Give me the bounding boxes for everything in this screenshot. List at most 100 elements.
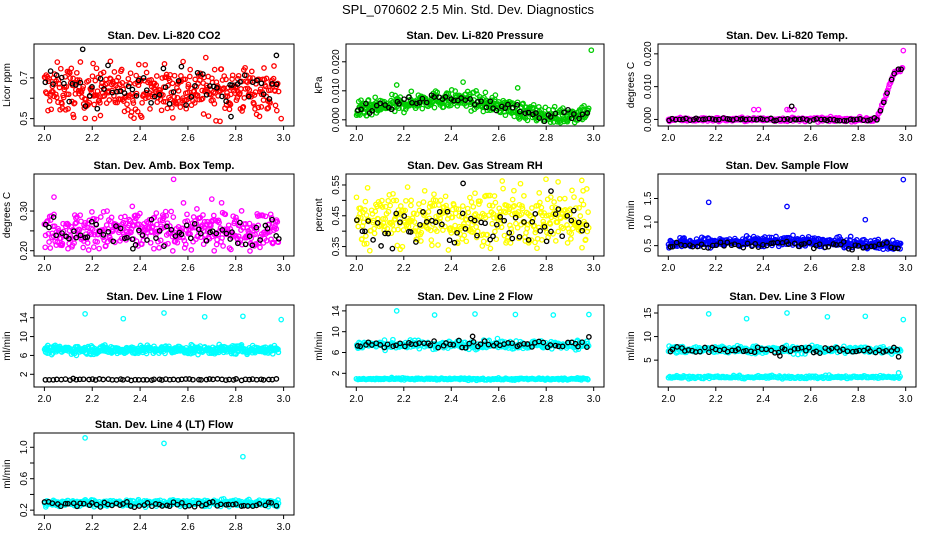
data-point <box>508 229 515 236</box>
x-axis: 2.0 2.2 2.4 2.6 2.8 3.0 <box>37 256 291 274</box>
data-point <box>784 310 790 316</box>
data-point <box>191 100 198 106</box>
data-point <box>525 109 532 116</box>
data-point <box>77 232 84 239</box>
x-tick-label: 2.2 <box>85 133 99 144</box>
data-point <box>705 199 712 206</box>
y-tick-label: 1.5 <box>643 191 654 205</box>
data-point <box>840 346 846 353</box>
data-point <box>85 77 92 84</box>
data-point <box>121 90 128 96</box>
data-point <box>884 87 891 94</box>
data-point <box>129 236 136 243</box>
data-point <box>387 202 394 209</box>
data-point <box>460 79 466 85</box>
data-point <box>140 75 147 81</box>
data-point <box>397 219 403 226</box>
data-point <box>101 86 107 92</box>
data-point <box>148 99 154 106</box>
data-point <box>160 98 167 105</box>
data-point <box>362 207 368 213</box>
data-point <box>476 201 482 207</box>
data-point <box>579 227 586 234</box>
data-point <box>50 233 57 239</box>
data-point <box>203 82 210 89</box>
data-point <box>91 115 98 122</box>
data-point <box>61 80 67 87</box>
x-tick-label: 2.4 <box>756 133 770 144</box>
y-axis-label: kPa <box>314 76 325 94</box>
data-point <box>47 68 54 74</box>
data-point <box>785 241 792 247</box>
data-point <box>110 238 117 245</box>
data-point <box>257 237 263 243</box>
data-point <box>183 222 190 229</box>
data-point <box>584 110 591 116</box>
data-point <box>122 213 128 220</box>
data-point <box>129 203 136 210</box>
plot-frame <box>345 304 605 388</box>
data-point <box>529 218 536 225</box>
data-point <box>42 244 49 251</box>
panel-title: Stan. Dev. Line 3 Flow <box>729 291 845 303</box>
data-point <box>85 247 92 253</box>
x-tick-label: 2.8 <box>851 133 865 144</box>
data-point <box>568 230 575 237</box>
data-point <box>530 111 536 118</box>
data-point <box>728 242 735 249</box>
data-point <box>505 101 511 108</box>
data-point <box>831 116 837 123</box>
data-point <box>211 66 218 73</box>
data-point <box>140 237 147 244</box>
data-point <box>153 235 159 241</box>
data-point <box>700 116 706 123</box>
data-point <box>579 339 585 346</box>
data-point <box>129 86 136 93</box>
data-point <box>86 99 93 106</box>
data-point <box>246 220 253 227</box>
x-tick-label: 2.6 <box>181 133 195 144</box>
data-point <box>477 198 483 205</box>
plot-frame <box>657 304 917 388</box>
data-point <box>519 205 526 212</box>
data-point <box>423 99 430 106</box>
y-axis-label: degrees C <box>2 192 13 238</box>
data-point <box>555 179 561 185</box>
data-point <box>408 202 414 209</box>
data-point <box>186 73 193 80</box>
data-point <box>454 103 461 109</box>
x-tick-label: 3.0 <box>277 263 291 274</box>
data-point <box>135 77 142 84</box>
data-point <box>377 100 384 107</box>
data-point <box>147 239 154 246</box>
data-point <box>462 344 469 351</box>
x-tick-label: 3.0 <box>587 133 601 144</box>
data-point <box>562 207 569 213</box>
data-point <box>80 244 87 251</box>
x-tick-label: 2.0 <box>661 394 675 405</box>
data-point <box>188 247 195 253</box>
data-point <box>726 116 733 123</box>
data-point <box>275 235 282 242</box>
data-point <box>265 105 272 111</box>
data-point <box>669 243 676 250</box>
data-point <box>201 313 208 320</box>
data-point <box>393 197 400 204</box>
x-tick-label: 3.0 <box>587 394 601 405</box>
data-point <box>522 110 529 117</box>
data-point <box>772 349 778 356</box>
data-point <box>353 194 360 201</box>
data-point <box>583 222 590 229</box>
data-point <box>484 240 491 247</box>
data-point <box>200 241 207 248</box>
data-point <box>543 176 549 183</box>
data-point <box>266 96 273 102</box>
data-point <box>94 105 101 112</box>
data-point <box>543 212 550 219</box>
data-point <box>94 239 101 245</box>
data-point <box>93 216 100 223</box>
data-point <box>77 79 84 86</box>
data-point <box>583 186 590 192</box>
data-point <box>117 225 124 232</box>
